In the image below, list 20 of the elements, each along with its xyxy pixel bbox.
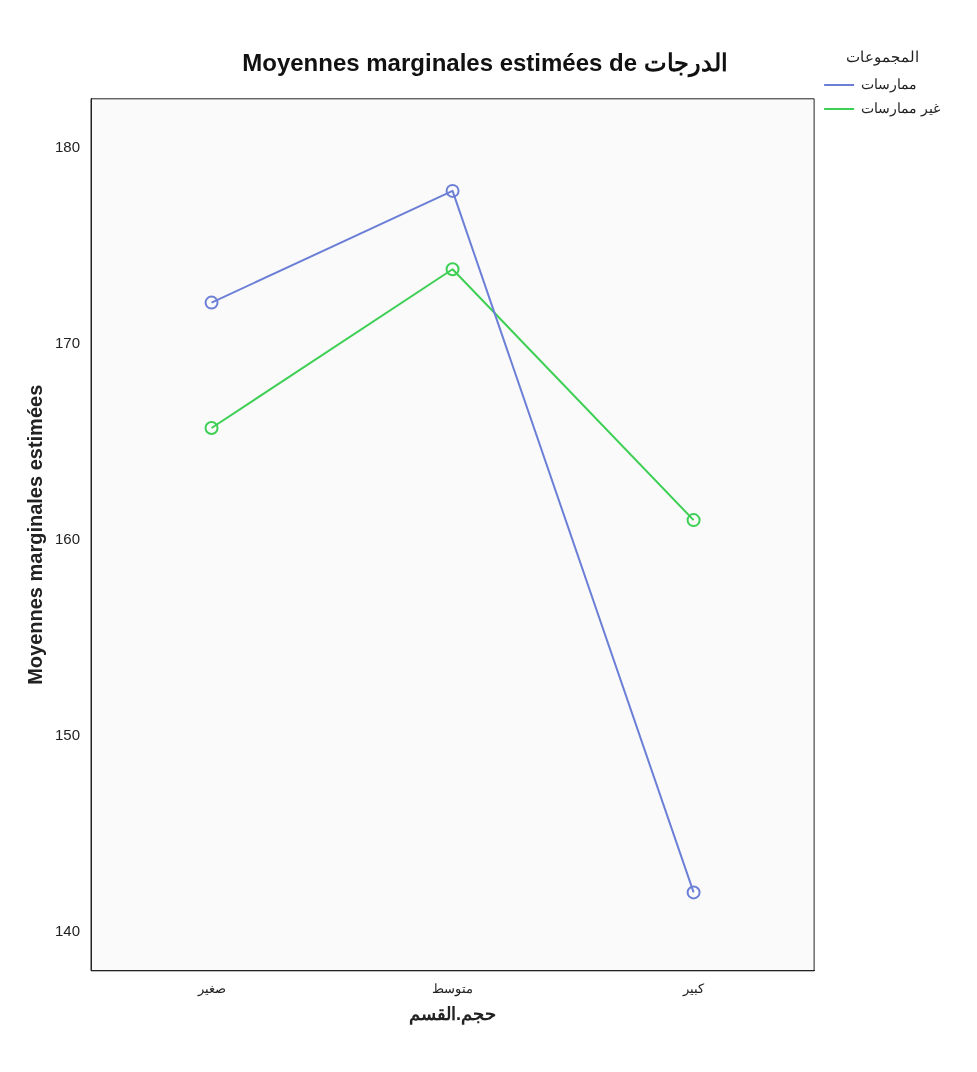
legend-label: غير ممارسات bbox=[861, 99, 940, 117]
point bbox=[686, 513, 701, 528]
point bbox=[686, 885, 701, 900]
y-tick-label: 150 bbox=[55, 725, 81, 743]
y-tick-label: 170 bbox=[55, 333, 81, 351]
x-tick-label: كبير bbox=[682, 981, 706, 998]
y-tick-label: 140 bbox=[55, 921, 81, 939]
legend-title: المجموعات bbox=[845, 47, 919, 66]
point bbox=[204, 421, 219, 435]
chart-title: Moyennes marginales estimées de الدرجات bbox=[242, 49, 728, 79]
y-tick-label: 180 bbox=[55, 137, 81, 155]
y-axis-title: Moyennes marginales estimées bbox=[23, 384, 46, 685]
x-tick-label: صغير bbox=[196, 981, 226, 998]
y-tick-label: 160 bbox=[55, 529, 81, 547]
point bbox=[445, 262, 460, 277]
point bbox=[204, 295, 219, 310]
x-axis-title: حجم.القسم bbox=[409, 1004, 497, 1026]
x-tick-label: متوسط bbox=[432, 981, 474, 998]
legend-label: ممارسات bbox=[861, 75, 918, 93]
point bbox=[445, 183, 460, 198]
